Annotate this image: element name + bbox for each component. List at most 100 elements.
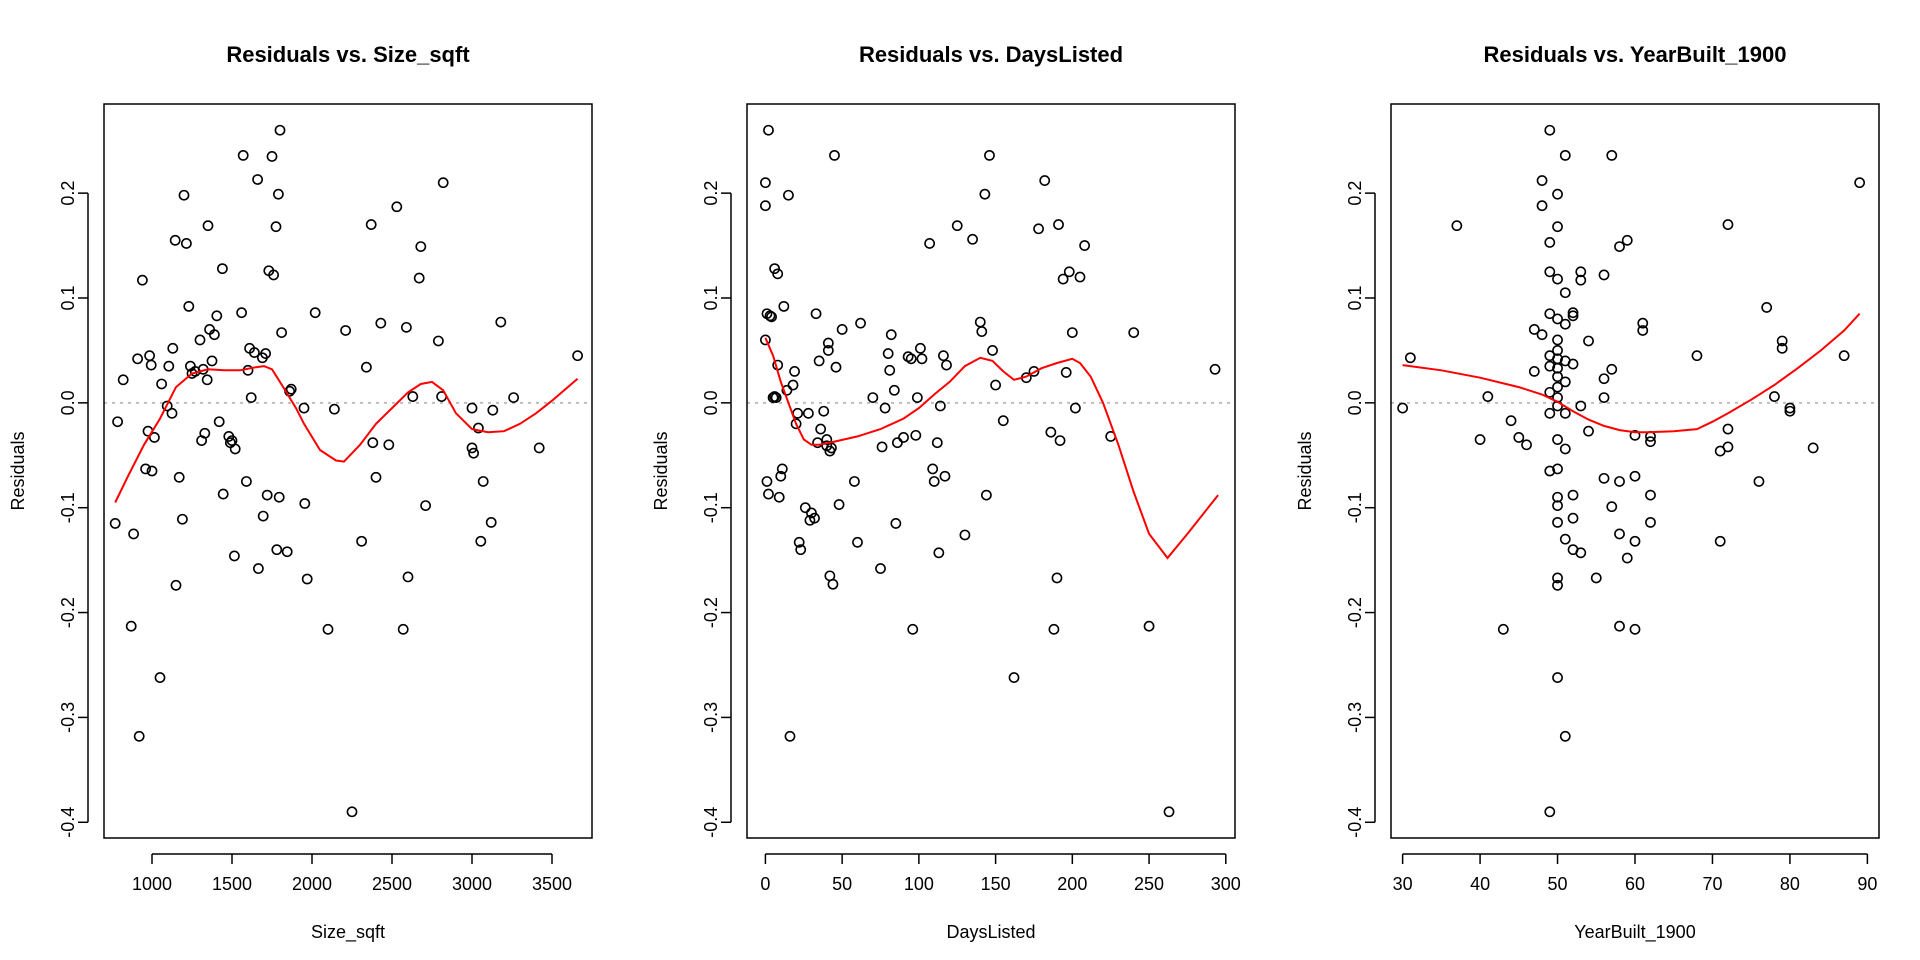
data-point	[1552, 345, 1563, 356]
data-point	[1614, 528, 1625, 540]
data-point	[764, 310, 776, 322]
data-point	[1629, 470, 1641, 482]
data-point	[990, 379, 1002, 391]
data-point	[1590, 572, 1602, 584]
y-tick-label: -0.4	[58, 807, 78, 838]
data-point	[178, 189, 190, 201]
chart-title-days-listed: Residuals vs. DaysListed	[859, 42, 1123, 67]
data-point	[1776, 342, 1788, 354]
scatter-points	[760, 124, 1221, 818]
data-point	[1051, 572, 1063, 584]
chart-title-year-built: Residuals vs. YearBuilt_1900	[1484, 42, 1787, 67]
data-point	[938, 350, 949, 362]
data-point	[967, 233, 978, 245]
y-tick-label: -0.2	[701, 597, 721, 628]
data-point	[1559, 318, 1571, 330]
data-point	[211, 310, 223, 322]
data-point	[1621, 234, 1633, 246]
data-point	[907, 623, 919, 635]
y-tick-label: 0.0	[1345, 390, 1365, 415]
data-point	[813, 355, 825, 367]
data-point	[1567, 512, 1579, 524]
data-point	[1143, 620, 1155, 632]
data-point	[980, 489, 992, 501]
data-point	[1753, 476, 1765, 487]
data-point	[760, 200, 771, 212]
data-point	[1714, 535, 1726, 547]
data-point	[276, 327, 287, 338]
smooth-line	[1402, 313, 1861, 434]
data-point	[1598, 472, 1610, 484]
data-point	[826, 442, 837, 454]
x-axis-label: YearBuilt_1900	[1574, 922, 1695, 943]
data-point	[375, 317, 387, 329]
y-tick-label: 0.1	[701, 285, 721, 310]
data-point	[432, 335, 444, 347]
data-point	[166, 407, 178, 419]
data-point	[763, 124, 774, 136]
data-point	[533, 442, 545, 454]
data-point	[208, 329, 220, 341]
data-point	[475, 535, 487, 547]
data-point	[1057, 273, 1069, 285]
data-point	[140, 463, 151, 475]
data-point	[1482, 391, 1494, 402]
plot-frame	[103, 103, 593, 839]
data-point	[1505, 415, 1517, 427]
x-tick-label: 80	[1780, 874, 1800, 894]
data-point	[773, 491, 785, 503]
data-point	[1552, 672, 1563, 683]
data-point	[770, 392, 782, 403]
x-tick-label: 0	[760, 874, 770, 894]
data-point	[812, 437, 823, 449]
data-point	[202, 220, 214, 232]
y-tick-label: 0.2	[1345, 181, 1365, 206]
data-point	[1552, 463, 1563, 475]
data-point	[979, 188, 991, 200]
data-point	[761, 476, 773, 487]
data-point	[1559, 149, 1571, 161]
data-point	[112, 416, 123, 428]
data-point	[997, 415, 1009, 427]
data-point	[927, 463, 939, 475]
y-axis: -0.4 -0.3 -0.2 -0.1 0.0 0.1 0.2	[701, 181, 732, 838]
data-point	[924, 238, 936, 249]
y-axis-label: Residuals	[1295, 431, 1315, 510]
data-point	[1544, 806, 1556, 818]
data-point	[281, 546, 293, 558]
data-point	[891, 437, 903, 449]
x-tick-label: 50	[1548, 874, 1568, 894]
data-point	[466, 402, 478, 414]
data-point	[1536, 329, 1548, 341]
data-point	[778, 300, 790, 312]
data-point	[1552, 362, 1563, 374]
data-point	[1614, 241, 1625, 253]
data-point	[236, 307, 247, 319]
data-point	[1552, 434, 1563, 445]
data-point	[849, 476, 860, 487]
x-tick-label: 90	[1857, 874, 1877, 894]
data-point	[1567, 310, 1579, 322]
data-point	[274, 124, 286, 136]
data-point	[769, 391, 781, 402]
x-tick-label: 60	[1625, 874, 1645, 894]
plot-frame	[746, 103, 1236, 839]
y-axis-label: Residuals	[651, 431, 671, 510]
y-tick-label: -0.3	[1345, 702, 1365, 733]
data-point	[1048, 623, 1060, 635]
y-tick-label: 0.1	[1345, 285, 1365, 310]
data-point	[760, 334, 771, 346]
data-point	[784, 730, 796, 742]
data-point	[402, 571, 414, 583]
data-point	[1784, 405, 1796, 417]
data-point	[240, 476, 252, 487]
data-point	[572, 350, 583, 362]
data-point	[1807, 442, 1819, 454]
data-point	[360, 361, 372, 373]
data-point	[1552, 313, 1563, 325]
data-point	[1528, 324, 1540, 335]
data-point	[974, 316, 986, 328]
data-point	[1621, 552, 1633, 564]
x-tick-label: 1500	[212, 874, 252, 894]
